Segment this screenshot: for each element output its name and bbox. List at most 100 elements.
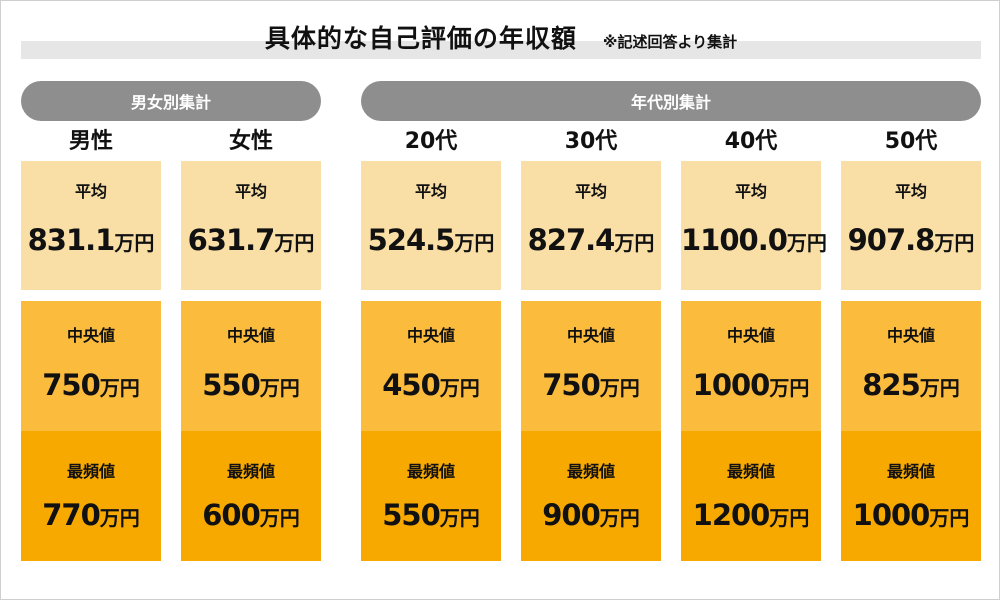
average-cell: 平均 907.8万円	[841, 161, 981, 290]
average-label: 平均	[234, 182, 267, 201]
column-header: 40代	[724, 129, 778, 154]
median-label: 中央値	[726, 326, 775, 345]
value-unit: 万円	[439, 506, 480, 530]
value-unit: 万円	[929, 506, 970, 530]
mode-cell: 最頻値 1200万円	[681, 431, 821, 561]
mode-value: 600万円	[181, 498, 321, 532]
mode-value: 550万円	[361, 498, 501, 532]
median-cell: 中央値 1000万円	[681, 301, 821, 431]
median-cell: 中央値 550万円	[181, 301, 321, 431]
mode-label: 最頻値	[726, 462, 775, 481]
chart-title: 具体的な自己評価の年収額 ※記述回答より集計	[1, 19, 999, 55]
median-cell: 中央値 450万円	[361, 301, 501, 431]
average-label: 平均	[74, 182, 107, 201]
value-unit: 万円	[259, 376, 300, 400]
value-unit: 万円	[99, 376, 140, 400]
value-number: 825	[862, 368, 921, 402]
group-pill-label: 年代別集計	[630, 93, 711, 112]
median-value: 450万円	[361, 368, 501, 402]
median-label: 中央値	[886, 326, 935, 345]
value-number: 750	[42, 368, 101, 402]
value-unit: 万円	[919, 376, 960, 400]
average-cell: 平均 524.5万円	[361, 161, 501, 290]
mode-cell: 最頻値 600万円	[181, 431, 321, 561]
value-number: 1200	[692, 498, 771, 532]
value-unit: 万円	[769, 376, 810, 400]
value-number: 550	[382, 498, 441, 532]
value-number: 1000	[692, 368, 771, 402]
mode-cell: 最頻値 770万円	[21, 431, 161, 561]
mode-label: 最頻値	[406, 462, 455, 481]
title-band	[21, 41, 981, 59]
average-value: 907.8万円	[841, 223, 981, 257]
value-unit: 万円	[934, 231, 975, 255]
column-6: 50代 平均 907.8万円 中央値 825万円 最頻値 1000万円	[841, 125, 981, 561]
value-unit: 万円	[769, 506, 810, 530]
value-number: 524.5	[367, 223, 456, 257]
value-number: 827.4	[527, 223, 616, 257]
column-header: 50代	[884, 129, 938, 154]
value-number: 1100.0	[681, 223, 788, 257]
value-number: 631.7	[187, 223, 276, 257]
group-pill-gender: 男女別集計	[21, 81, 321, 121]
mode-label: 最頻値	[886, 462, 935, 481]
value-unit: 万円	[614, 231, 655, 255]
median-label: 中央値	[66, 326, 115, 345]
mode-value: 1000万円	[841, 498, 981, 532]
value-number: 750	[542, 368, 601, 402]
column-5: 40代 平均 1100.0万円 中央値 1000万円 最頻値 1200万円	[681, 125, 827, 561]
value-number: 907.8	[847, 223, 936, 257]
value-number: 1000	[852, 498, 931, 532]
value-unit: 万円	[274, 231, 315, 255]
column-2: 女性 平均 631.7万円 中央値 550万円 最頻値 600万円	[181, 125, 321, 561]
average-label: 平均	[414, 182, 447, 201]
mode-value: 1200万円	[681, 498, 821, 532]
average-label: 平均	[894, 182, 927, 201]
column-header: 20代	[404, 129, 458, 154]
median-label: 中央値	[566, 326, 615, 345]
median-value: 825万円	[841, 368, 981, 402]
median-cell: 中央値 825万円	[841, 301, 981, 431]
mode-value: 900万円	[521, 498, 661, 532]
average-value: 524.5万円	[361, 223, 501, 257]
group-pill-age: 年代別集計	[361, 81, 981, 121]
median-label: 中央値	[406, 326, 455, 345]
value-number: 550	[202, 368, 261, 402]
average-value: 827.4万円	[521, 223, 661, 257]
median-value: 550万円	[181, 368, 321, 402]
value-unit: 万円	[599, 376, 640, 400]
value-number: 831.1	[27, 223, 116, 257]
title-text: 具体的な自己評価の年収額	[264, 24, 577, 53]
average-value: 1100.0万円	[681, 223, 827, 257]
column-3: 20代 平均 524.5万円 中央値 450万円 最頻値 550万円	[361, 125, 501, 561]
value-unit: 万円	[114, 231, 155, 255]
average-label: 平均	[734, 182, 767, 201]
median-value: 750万円	[21, 368, 161, 402]
column-header: 男性	[68, 129, 113, 154]
average-label: 平均	[574, 182, 607, 201]
mode-label: 最頻値	[226, 462, 275, 481]
average-cell: 平均 827.4万円	[521, 161, 661, 290]
title-note: ※記述回答より集計	[602, 33, 738, 51]
value-unit: 万円	[786, 231, 827, 255]
value-unit: 万円	[99, 506, 140, 530]
average-cell: 平均 1100.0万円	[681, 161, 827, 290]
column-header: 30代	[564, 129, 618, 154]
value-unit: 万円	[599, 506, 640, 530]
median-value: 1000万円	[681, 368, 821, 402]
mode-cell: 最頻値 1000万円	[841, 431, 981, 561]
mode-cell: 最頻値 900万円	[521, 431, 661, 561]
value-number: 450	[382, 368, 441, 402]
median-label: 中央値	[226, 326, 275, 345]
average-value: 631.7万円	[181, 223, 321, 257]
mode-label: 最頻値	[66, 462, 115, 481]
average-cell: 平均 631.7万円	[181, 161, 321, 290]
value-number: 770	[42, 498, 101, 532]
median-cell: 中央値 750万円	[21, 301, 161, 431]
average-value: 831.1万円	[21, 223, 161, 257]
mode-value: 770万円	[21, 498, 161, 532]
group-pill-label: 男女別集計	[130, 93, 211, 112]
median-cell: 中央値 750万円	[521, 301, 661, 431]
column-1: 男性 平均 831.1万円 中央値 750万円 最頻値 770万円	[21, 125, 161, 561]
